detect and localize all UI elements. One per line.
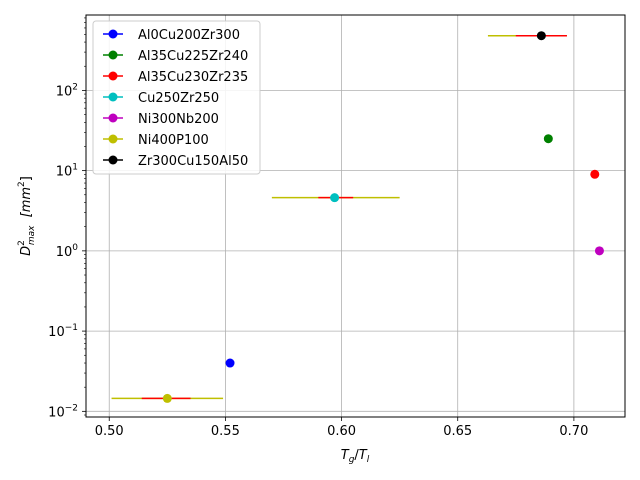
x-axis-ticks: 0.50 0.55 0.60 0.65 0.70 bbox=[95, 417, 588, 439]
legend-marker bbox=[108, 29, 118, 39]
data-point bbox=[543, 134, 553, 144]
x-tick-label: 0.60 bbox=[327, 424, 356, 439]
data-point bbox=[590, 169, 600, 179]
x-tick-label: 0.50 bbox=[95, 424, 124, 439]
data-point bbox=[594, 246, 604, 256]
x-tick-label: 0.55 bbox=[211, 424, 240, 439]
legend-label: Al35Cu225Zr240 bbox=[138, 49, 248, 64]
y-tick-label: 102 bbox=[56, 82, 78, 99]
y-tick-label: 101 bbox=[56, 163, 78, 180]
legend-marker bbox=[108, 134, 118, 144]
data-point bbox=[225, 358, 235, 368]
legend-label: Ni400P100 bbox=[138, 133, 209, 148]
x-tick-label: 0.65 bbox=[443, 424, 472, 439]
legend-label: Al35Cu230Zr235 bbox=[138, 70, 248, 85]
legend-marker bbox=[108, 92, 118, 102]
legend-label: Al0Cu200Zr300 bbox=[138, 28, 240, 43]
legend: Al0Cu200Zr300 Al35Cu225Zr240 Al35Cu230Zr23… bbox=[92, 20, 261, 175]
x-tick-label: 0.70 bbox=[559, 424, 588, 439]
y-axis-label: D2max [mm2] bbox=[17, 176, 37, 256]
legend-box bbox=[92, 20, 261, 175]
legend-label: Ni300Nb200 bbox=[138, 112, 219, 127]
data-points bbox=[162, 31, 604, 403]
y-tick-label: 100 bbox=[56, 243, 79, 260]
data-point bbox=[536, 31, 546, 41]
legend-marker bbox=[108, 113, 118, 123]
legend-label: Cu250Zr250 bbox=[138, 91, 219, 106]
plot-frame bbox=[85, 14, 626, 418]
legend-marker bbox=[108, 155, 118, 165]
y-tick-label: 10−2 bbox=[48, 403, 78, 420]
y-axis-ticks: 10−2 10−1 100 101 102 bbox=[48, 17, 86, 420]
y-tick-label: 10−1 bbox=[48, 323, 78, 340]
x-axis-label: Tg/Tl bbox=[341, 448, 370, 465]
legend-label: Zr300Cu150Al50 bbox=[138, 154, 248, 169]
legend-marker bbox=[108, 71, 118, 81]
legend-marker bbox=[108, 50, 118, 60]
data-point bbox=[162, 393, 172, 403]
data-point bbox=[330, 193, 340, 203]
